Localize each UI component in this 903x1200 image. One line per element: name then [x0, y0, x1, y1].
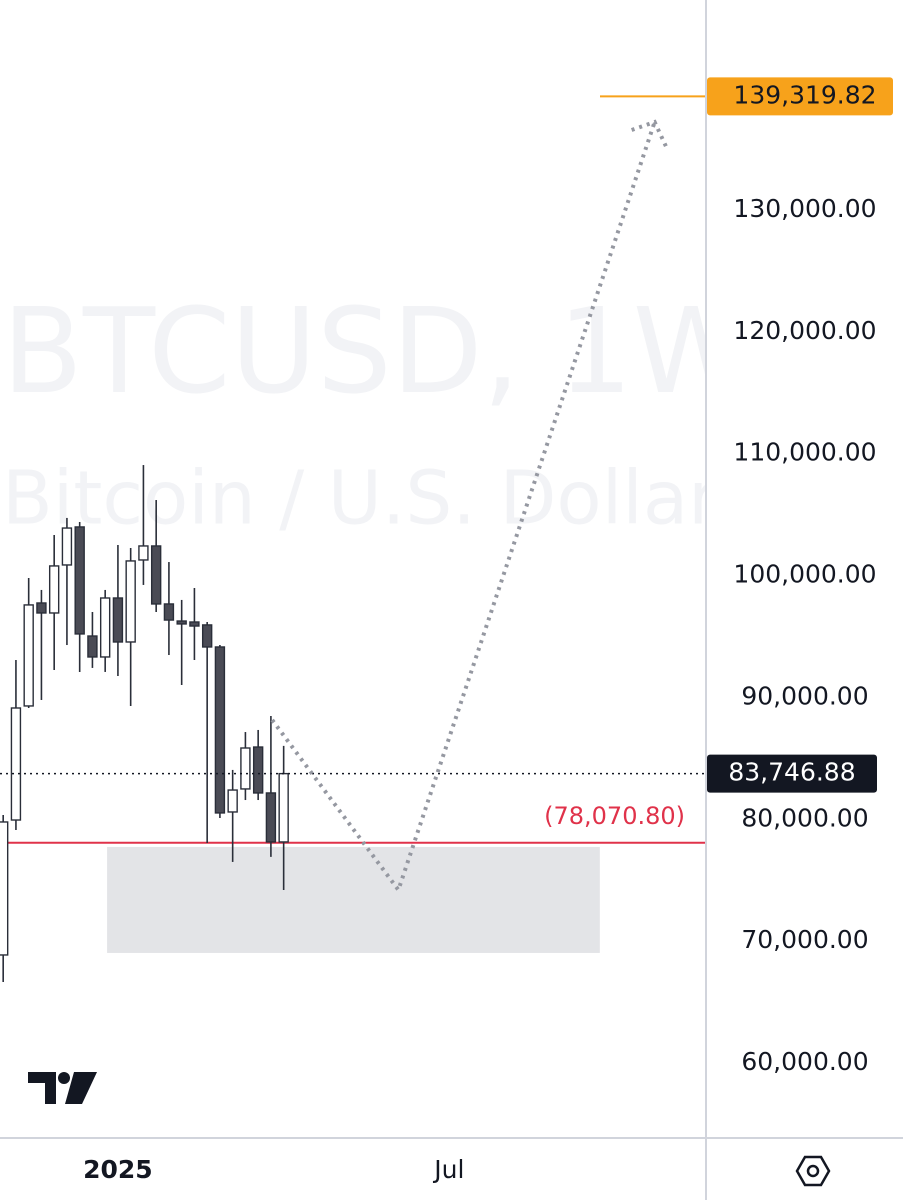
candle-body	[265, 792, 277, 843]
candle-body	[36, 602, 47, 614]
candle-body	[138, 545, 149, 561]
candle-body	[150, 545, 162, 605]
candle-body	[112, 597, 124, 643]
watermark: BTCUSD, 1W Bitcoin / U.S. Dollar	[2, 282, 749, 542]
candle-body	[163, 603, 175, 621]
candle-body	[214, 646, 226, 814]
candle-body	[74, 526, 85, 635]
candle-body	[48, 565, 60, 614]
y-tick-label: 60,000.00	[741, 1047, 868, 1076]
candle-body	[10, 707, 22, 821]
zone	[107, 846, 600, 953]
candle-body	[99, 597, 111, 658]
y-tick-label: 130,000.00	[733, 194, 876, 223]
candle-body	[201, 624, 213, 648]
y-tick-label: 120,000.00	[733, 316, 876, 345]
last-price-box	[707, 754, 877, 793]
candle-body	[176, 620, 187, 625]
target-box	[707, 77, 893, 116]
y-tick-label: 70,000.00	[741, 925, 868, 954]
logo	[28, 1072, 97, 1104]
candle-body	[252, 746, 264, 794]
y-tick-label: 100,000.00	[733, 560, 876, 589]
projection-arrowhead	[630, 119, 670, 151]
support-label: (78,070.80)	[544, 802, 685, 830]
candle-body	[240, 747, 251, 790]
y-tick-label: 110,000.00	[733, 438, 876, 467]
y-tick-label: 90,000.00	[741, 681, 868, 710]
candle-body	[0, 821, 9, 956]
watermark-subtitle: Bitcoin / U.S. Dollar	[2, 456, 719, 542]
watermark-title: BTCUSD, 1W	[2, 282, 749, 420]
y-tick-label: 80,000.00	[741, 803, 868, 832]
candle-body	[189, 621, 200, 627]
candle-body	[23, 604, 34, 707]
candle-body	[227, 789, 238, 813]
plot-area	[0, 119, 705, 982]
candle-body	[278, 772, 289, 843]
target-label: 139,319.82	[733, 80, 876, 109]
candle-body	[87, 635, 98, 658]
x-tick-label: 2025	[83, 1155, 153, 1184]
candle-body	[61, 527, 73, 566]
x-tick-label: Jul	[432, 1155, 464, 1184]
candle-body	[125, 560, 136, 643]
settings-icon[interactable]	[795, 1155, 831, 1187]
last-price-label: 83,746.88	[728, 758, 855, 787]
